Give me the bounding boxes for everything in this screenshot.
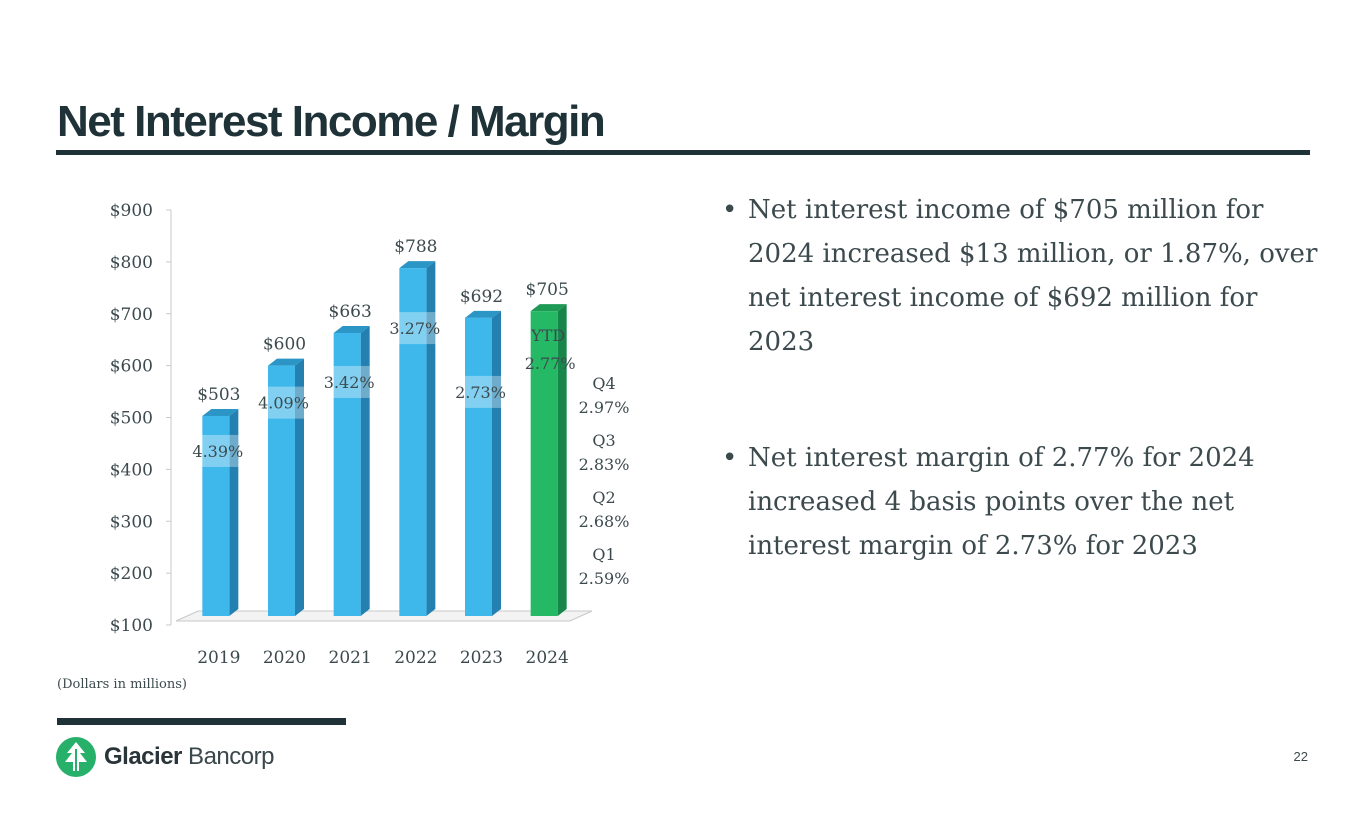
margin-label-2021: 3.42%: [324, 373, 375, 392]
bar-value-label-2021: $663: [329, 302, 372, 322]
y-tick-label: $200: [110, 564, 153, 584]
brand-name-light: Bancorp: [181, 743, 274, 770]
x-tick-label-2022: 2022: [394, 648, 437, 668]
bullet-text: Net interest margin of 2.77% for 2024 in…: [748, 443, 1255, 561]
y-tick-label: $500: [110, 409, 153, 429]
margin-label-2022: 3.27%: [389, 319, 440, 338]
bar-side-2021: [360, 325, 370, 616]
quarter-label-Q2: Q2: [592, 488, 615, 507]
bar-value-label-2024: $705: [526, 280, 569, 300]
bar-2019: [202, 415, 230, 616]
bullet-marker: •: [722, 443, 738, 473]
bullet-marker: •: [722, 195, 738, 225]
quarter-margin-Q4: 2.97%: [579, 398, 630, 417]
y-tick-label: $700: [110, 305, 153, 325]
margin-band-2022: [396, 312, 436, 345]
bar-side-2022: [426, 261, 436, 616]
margin-label-2020: 4.09%: [258, 394, 309, 413]
x-tick-label-2021: 2021: [329, 648, 372, 668]
glacier-tree-icon: [56, 737, 96, 777]
y-tick-label: $100: [110, 616, 153, 636]
net-interest-income-chart: $100 $200 $300 $400 $500 $600 $700 $800 $900 $503…: [40, 190, 660, 670]
margin-band-2020: [265, 386, 304, 419]
bar-top-2024: [530, 304, 567, 312]
quarter-label-Q1: Q1: [592, 545, 615, 564]
ytd-label: YTD: [530, 326, 565, 345]
bar-side-2024: [557, 304, 567, 616]
chart-svg: $100 $200 $300 $400 $500 $600 $700 $800 $900 $503…: [110, 201, 630, 668]
x-tick-label-2023: 2023: [460, 648, 503, 668]
margin-band-2019: [199, 434, 239, 467]
quarter-margin-Q3: 2.83%: [579, 455, 630, 474]
bar-top-2023: [465, 310, 501, 318]
bar-side-2019: [229, 408, 239, 616]
bar-2020: [268, 365, 295, 616]
footer-rule: [57, 718, 346, 725]
bar-value-label-2019: $503: [197, 385, 240, 405]
x-tick-label-2024: 2024: [526, 648, 569, 668]
margin-band-2023: [462, 375, 501, 408]
chart-footnote: (Dollars in millions): [57, 677, 187, 692]
bar-2022: [399, 268, 427, 616]
bullet-net-interest-margin: • Net interest margin of 2.77% for 2024 …: [722, 436, 1322, 568]
bar-value-label-2022: $788: [394, 237, 437, 257]
page-title: Net Interest Income / Margin: [57, 97, 606, 146]
bar-2021: [333, 332, 361, 616]
margin-label-2023: 2.73%: [455, 383, 506, 402]
bar-side-2023: [492, 310, 501, 616]
bullet-text: Net interest income of $705 million for …: [748, 195, 1318, 357]
y-tick-label: $800: [110, 253, 153, 273]
bar-top-2021: [333, 325, 370, 333]
y-tick-label: $900: [110, 201, 153, 221]
margin-label-2024: 2.77%: [525, 354, 576, 373]
glacier-bancorp-logo: Glacier Bancorp: [55, 736, 274, 778]
quarter-label-Q3: Q3: [592, 431, 615, 450]
chart-floor: [175, 610, 593, 622]
page-number: 22: [1293, 749, 1308, 764]
x-tick-label-2020: 2020: [263, 648, 306, 668]
brand-name-bold: Glacier: [104, 743, 182, 770]
bar-value-label-2020: $600: [263, 335, 306, 355]
margin-label-2019: 4.39%: [192, 442, 243, 461]
bar-top-2020: [268, 358, 304, 366]
x-tick-label-2019: 2019: [197, 648, 240, 668]
y-tick-label: $600: [110, 357, 153, 377]
quarter-label-Q4: Q4: [592, 374, 615, 393]
y-tick-label: $300: [110, 512, 153, 532]
bar-top-2019: [202, 408, 239, 416]
bar-value-label-2023: $692: [460, 287, 503, 307]
brand-name: Glacier Bancorp: [104, 743, 274, 771]
bar-2024: [530, 311, 558, 616]
bullet-list: • Net interest income of $705 million fo…: [722, 188, 1322, 568]
margin-band-2021: [330, 365, 370, 398]
bar-2023: [465, 317, 492, 616]
quarter-margin-Q1: 2.59%: [579, 569, 630, 588]
title-underline: [56, 150, 1310, 155]
bar-side-2020: [295, 358, 304, 616]
bullet-net-interest-income: • Net interest income of $705 million fo…: [722, 188, 1322, 364]
quarter-margin-Q2: 2.68%: [579, 512, 630, 531]
bar-top-2022: [399, 261, 436, 269]
y-tick-label: $400: [110, 460, 153, 480]
